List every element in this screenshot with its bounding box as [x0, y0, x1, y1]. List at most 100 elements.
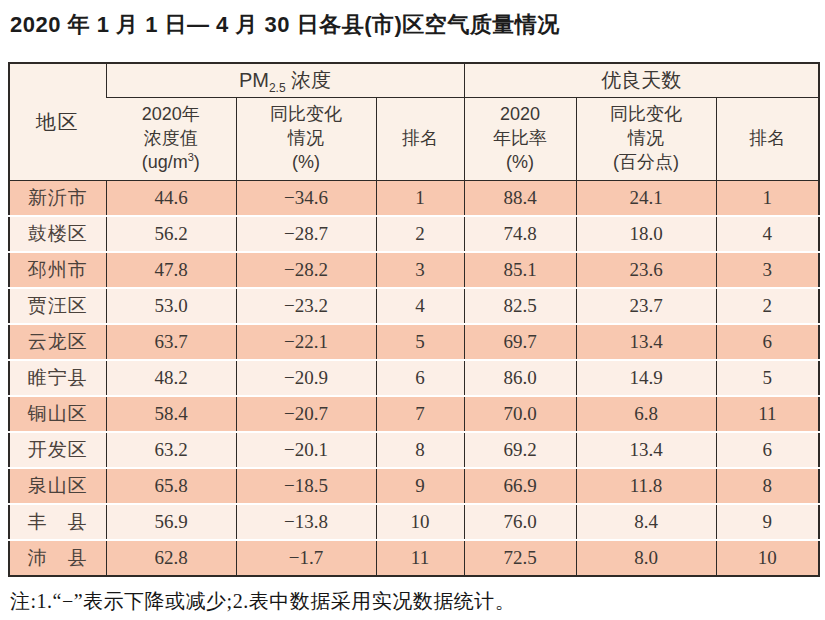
cell-pm-value: 65.8 — [106, 468, 236, 504]
table-row: 泉山区65.8−18.5966.911.88 — [9, 468, 819, 504]
cell-pm-value: 56.2 — [106, 216, 236, 252]
cell-good-rate: 66.9 — [464, 468, 576, 504]
cell-pm-value: 47.8 — [106, 252, 236, 288]
pm25-label-post: 浓度 — [286, 69, 332, 91]
cell-good-rank: 6 — [716, 432, 819, 468]
cell-pm-rank: 1 — [376, 181, 464, 217]
cell-pm-rank: 6 — [376, 360, 464, 396]
cell-pm-change: −22.1 — [236, 324, 376, 360]
cell-good-rank: 4 — [716, 216, 819, 252]
sub-header-row: 2020年 浓度值 (ug/m3) 同比变化 情况 (%) 排名 2020 年比… — [9, 98, 819, 181]
group-header-row: 地区 PM2.5 浓度 优良天数 — [9, 63, 819, 98]
cell-good-rate: 70.0 — [464, 396, 576, 432]
cell-pm-rank: 11 — [376, 540, 464, 576]
col-header-pm-rank: 排名 — [376, 98, 464, 181]
cell-pm-rank: 8 — [376, 432, 464, 468]
table-body: 新沂市44.6−34.6188.424.11鼓楼区56.2−28.7274.81… — [9, 181, 819, 577]
cell-good-rate: 72.5 — [464, 540, 576, 576]
cell-pm-value: 44.6 — [106, 181, 236, 217]
cell-good-rank: 1 — [716, 181, 819, 217]
cell-good-rate: 85.1 — [464, 252, 576, 288]
cell-good-change: 13.4 — [576, 432, 716, 468]
page: 2020 年 1 月 1 日— 4 月 30 日各县(市)区空气质量情况 地区 … — [0, 0, 825, 620]
table-row: 铜山区58.4−20.7770.06.811 — [9, 396, 819, 432]
cell-region: 泉山区 — [9, 468, 106, 504]
cell-good-change: 24.1 — [576, 181, 716, 217]
cell-pm-rank: 3 — [376, 252, 464, 288]
col-header-pm-change: 同比变化 情况 (%) — [236, 98, 376, 181]
cell-good-change: 13.4 — [576, 324, 716, 360]
cell-region: 贾汪区 — [9, 288, 106, 324]
cell-good-change: 14.9 — [576, 360, 716, 396]
cell-pm-change: −13.8 — [236, 504, 376, 540]
cell-region: 沛 县 — [9, 540, 106, 576]
table-row: 睢宁县48.2−20.9686.014.95 — [9, 360, 819, 396]
cell-good-rate: 76.0 — [464, 504, 576, 540]
cell-pm-change: −20.9 — [236, 360, 376, 396]
cell-region: 云龙区 — [9, 324, 106, 360]
cell-pm-rank: 4 — [376, 288, 464, 324]
cell-pm-change: −1.7 — [236, 540, 376, 576]
cell-pm-value: 63.7 — [106, 324, 236, 360]
cell-pm-value: 48.2 — [106, 360, 236, 396]
cell-region: 丰 县 — [9, 504, 106, 540]
cell-good-rate: 69.7 — [464, 324, 576, 360]
cell-pm-rank: 9 — [376, 468, 464, 504]
cell-good-rate: 82.5 — [464, 288, 576, 324]
cell-good-rate: 74.8 — [464, 216, 576, 252]
cell-pm-change: −18.5 — [236, 468, 376, 504]
footnote: 注:1.“−”表示下降或减少;2.表中数据采用实况数据统计。 — [10, 588, 515, 615]
cell-region: 邳州市 — [9, 252, 106, 288]
cell-pm-value: 56.9 — [106, 504, 236, 540]
cell-pm-rank: 7 — [376, 396, 464, 432]
cell-good-change: 23.7 — [576, 288, 716, 324]
cell-pm-value: 63.2 — [106, 432, 236, 468]
table-header: 地区 PM2.5 浓度 优良天数 2020年 浓度值 (ug/m3) 同比变化 … — [9, 63, 819, 181]
table-row: 贾汪区53.0−23.2482.523.72 — [9, 288, 819, 324]
cell-good-rank: 6 — [716, 324, 819, 360]
cell-good-rank: 10 — [716, 540, 819, 576]
cell-pm-rank: 10 — [376, 504, 464, 540]
cell-region: 睢宁县 — [9, 360, 106, 396]
cell-good-rank: 8 — [716, 468, 819, 504]
col-header-good-rate: 2020 年比率 (%) — [464, 98, 576, 181]
cell-good-rank: 9 — [716, 504, 819, 540]
table-row: 沛 县62.8−1.71172.58.010 — [9, 540, 819, 576]
table-row: 丰 县56.9−13.81076.08.49 — [9, 504, 819, 540]
cell-pm-change: −28.2 — [236, 252, 376, 288]
table-row: 云龙区63.7−22.1569.713.46 — [9, 324, 819, 360]
cell-region: 铜山区 — [9, 396, 106, 432]
cell-region: 新沂市 — [9, 181, 106, 217]
col-header-pm-value: 2020年 浓度值 (ug/m3) — [106, 98, 236, 181]
group-header-pm25: PM2.5 浓度 — [106, 63, 464, 98]
cell-pm-change: −28.7 — [236, 216, 376, 252]
cell-pm-value: 53.0 — [106, 288, 236, 324]
cell-pm-change: −20.7 — [236, 396, 376, 432]
cell-good-rate: 86.0 — [464, 360, 576, 396]
table-row: 鼓楼区56.2−28.7274.818.04 — [9, 216, 819, 252]
cell-good-change: 8.0 — [576, 540, 716, 576]
cell-pm-change: −23.2 — [236, 288, 376, 324]
table-row: 开发区63.2−20.1869.213.46 — [9, 432, 819, 468]
pm25-label-pre: PM — [239, 69, 269, 91]
cell-pm-change: −34.6 — [236, 181, 376, 217]
cell-good-rank: 2 — [716, 288, 819, 324]
pm25-subscript: 2.5 — [269, 81, 286, 95]
col-header-region: 地区 — [9, 63, 106, 181]
cell-good-rate: 88.4 — [464, 181, 576, 217]
cell-good-change: 18.0 — [576, 216, 716, 252]
cell-good-change: 8.4 — [576, 504, 716, 540]
cell-region: 鼓楼区 — [9, 216, 106, 252]
cell-pm-rank: 5 — [376, 324, 464, 360]
group-header-good-days: 优良天数 — [464, 63, 819, 98]
cell-good-change: 11.8 — [576, 468, 716, 504]
cell-good-rank: 11 — [716, 396, 819, 432]
air-quality-table: 地区 PM2.5 浓度 优良天数 2020年 浓度值 (ug/m3) 同比变化 … — [8, 62, 820, 577]
cell-good-rank: 5 — [716, 360, 819, 396]
table-row: 邳州市47.8−28.2385.123.63 — [9, 252, 819, 288]
col-header-good-change: 同比变化 情况 (百分点) — [576, 98, 716, 181]
cell-pm-value: 62.8 — [106, 540, 236, 576]
cell-region: 开发区 — [9, 432, 106, 468]
col-header-good-rank: 排名 — [716, 98, 819, 181]
cell-pm-rank: 2 — [376, 216, 464, 252]
